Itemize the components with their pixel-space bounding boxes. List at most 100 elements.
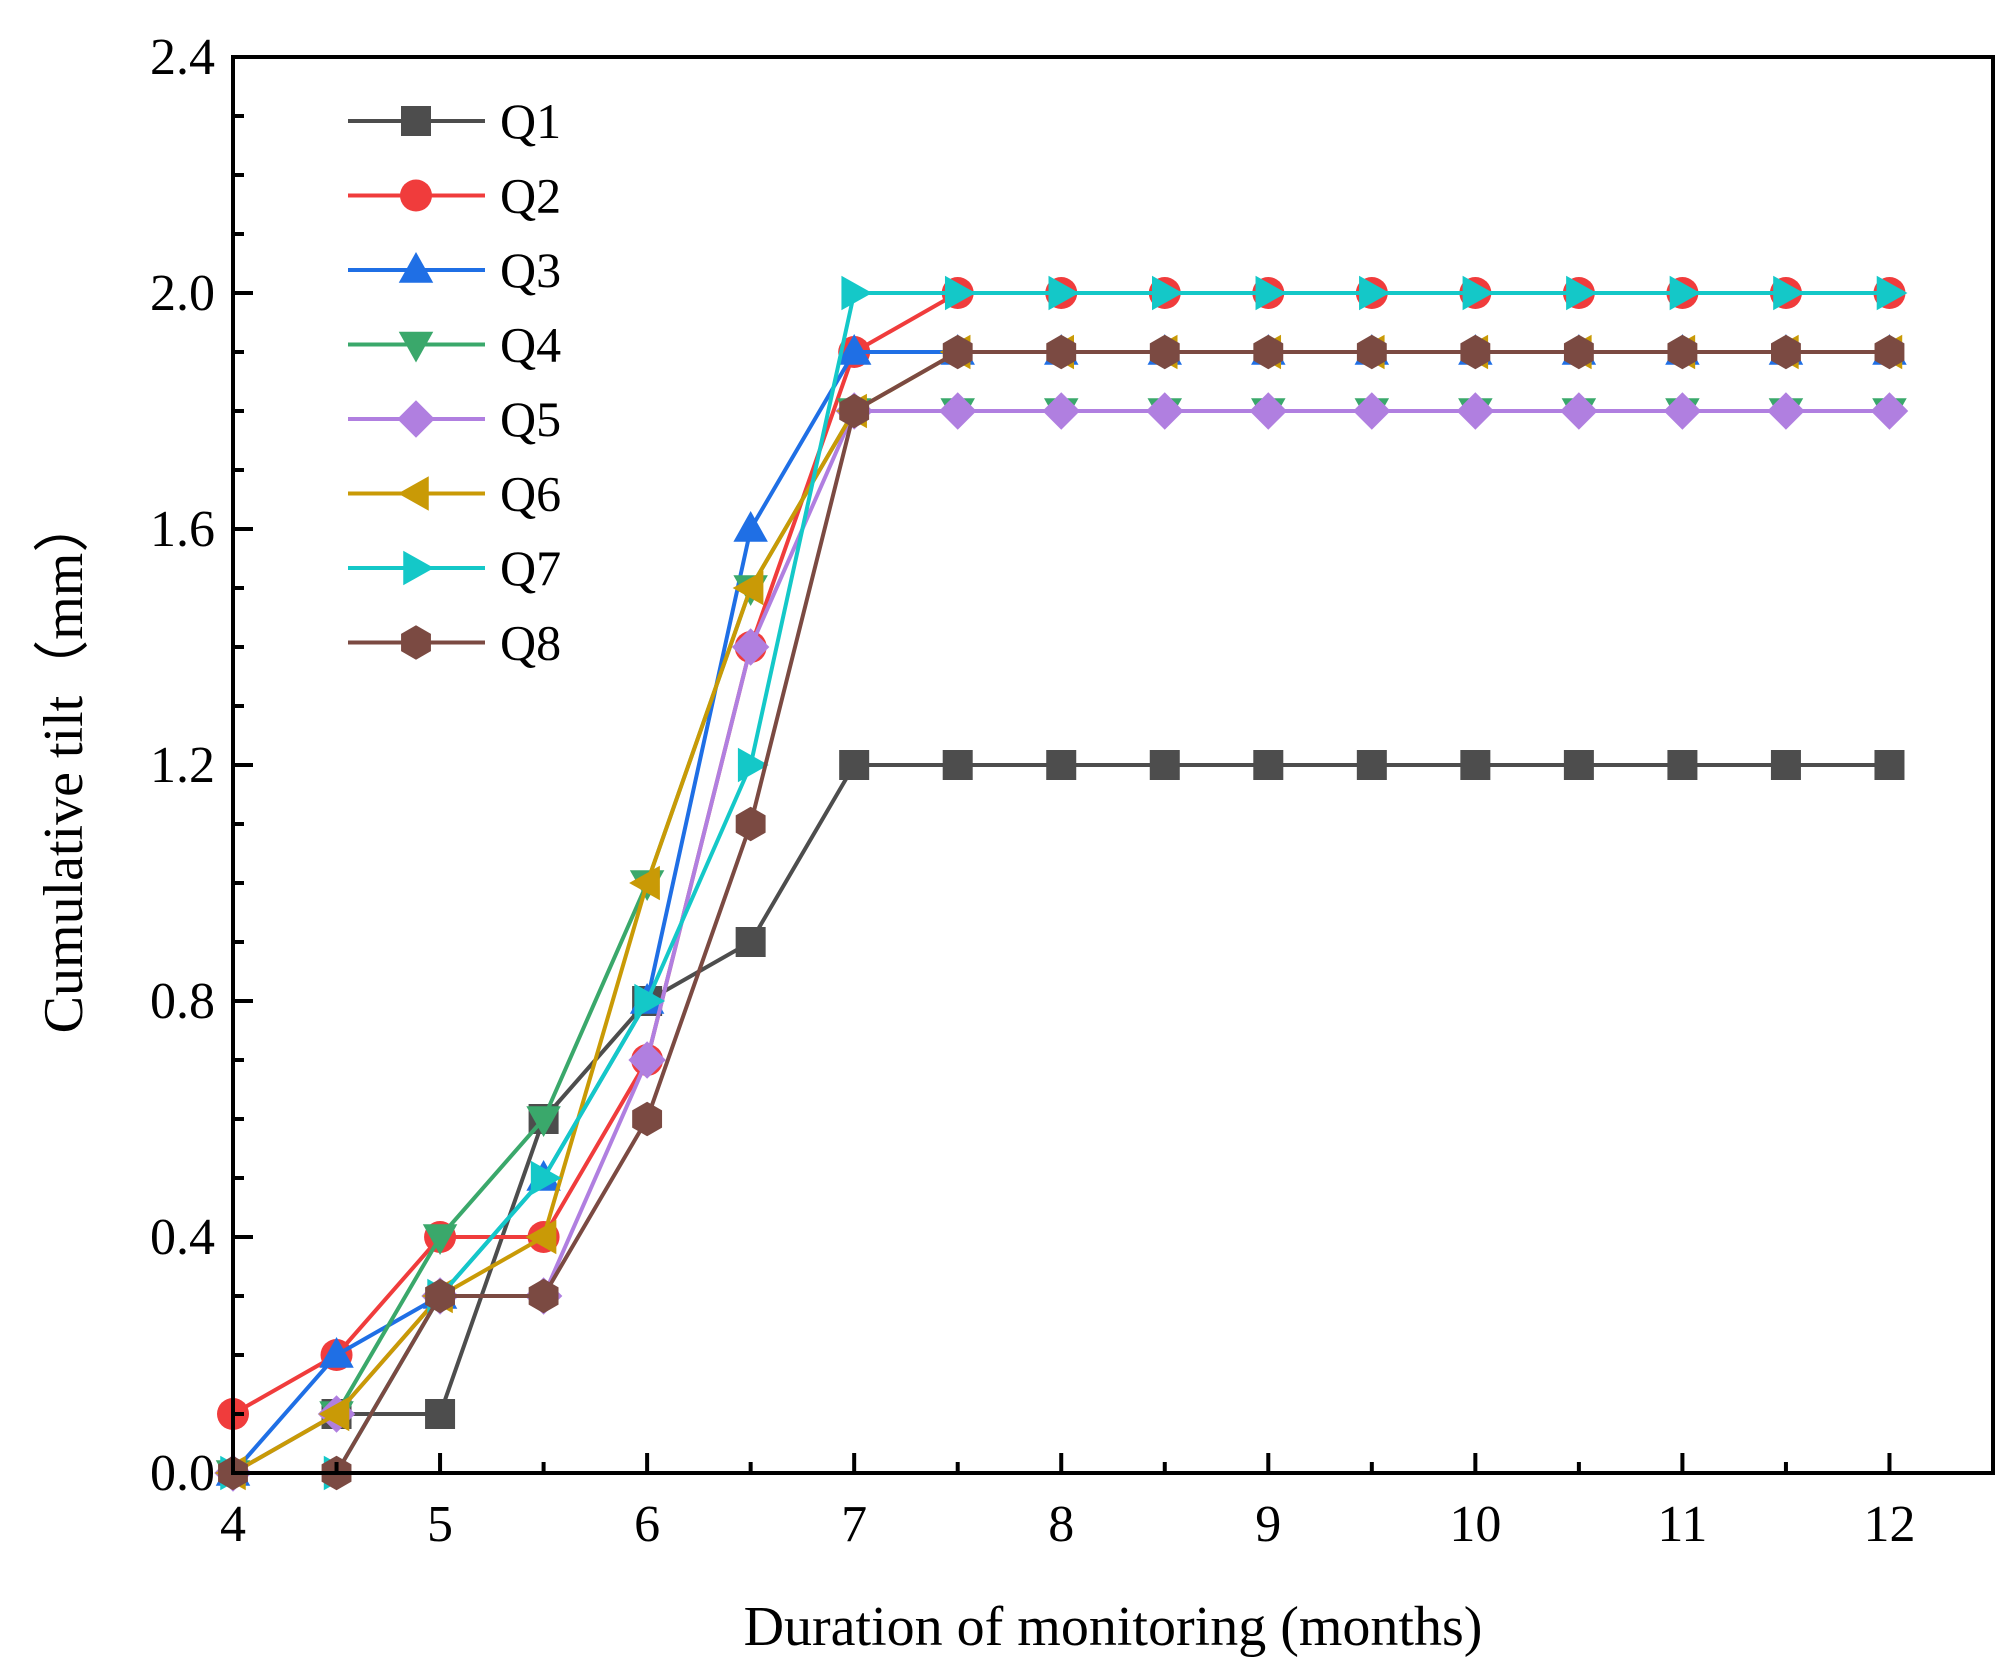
legend-item-q8: Q8 <box>348 615 561 671</box>
data-point-q7 <box>1876 275 1908 311</box>
x-tick-label: 8 <box>1048 1496 1074 1553</box>
data-point-q1 <box>942 750 973 780</box>
data-point-q7 <box>944 275 976 311</box>
legend-label: Q6 <box>500 466 561 522</box>
data-point-q5 <box>1042 392 1080 430</box>
series-line-q6 <box>232 350 1890 1475</box>
data-point-q8 <box>1563 334 1594 370</box>
data-point-q5 <box>1767 392 1805 430</box>
data-point-q7 <box>1669 275 1701 311</box>
legend-item-q4: Q4 <box>348 317 561 373</box>
x-tick-label: 10 <box>1449 1496 1501 1553</box>
series-line-q8 <box>233 350 1890 1475</box>
data-point-q5 <box>731 628 770 666</box>
legend-marker <box>401 106 431 136</box>
x-tick-label: 4 <box>220 1496 246 1553</box>
data-point-q1 <box>1874 750 1905 780</box>
data-point-q8 <box>942 334 973 370</box>
series-q6 <box>215 334 1903 1491</box>
legend-marker <box>400 179 432 212</box>
data-point-q7 <box>1566 275 1597 311</box>
series-q5 <box>214 392 1909 1492</box>
legend-marker <box>398 252 434 283</box>
x-tick-label: 5 <box>427 1496 453 1553</box>
x-tick-label: 7 <box>841 1496 867 1553</box>
data-point-q6 <box>732 570 764 606</box>
data-point-q1 <box>1149 750 1180 780</box>
y-axis-title: Cumulative tilt（mm） <box>33 497 95 1034</box>
data-point-q6 <box>318 1396 350 1432</box>
x-tick-label: 6 <box>634 1496 660 1553</box>
data-point-q3 <box>836 334 872 365</box>
y-tick-label: 0.0 <box>150 1445 215 1502</box>
data-point-q7 <box>737 747 769 783</box>
y-tick-label: 0.8 <box>150 973 215 1030</box>
data-point-q1 <box>1253 750 1284 780</box>
data-point-q5 <box>1663 392 1702 430</box>
series-q8 <box>218 334 1905 1491</box>
legend-item-q3: Q3 <box>348 242 561 298</box>
data-point-q8 <box>735 806 766 842</box>
data-point-q5 <box>1146 392 1184 430</box>
data-point-q8 <box>1771 334 1801 370</box>
x-axis-title: Duration of monitoring (months) <box>744 1596 1483 1658</box>
data-point-q1 <box>1563 750 1594 780</box>
data-point-q7 <box>1048 275 1080 311</box>
data-point-q5 <box>1456 392 1495 430</box>
data-point-q7 <box>1152 275 1183 311</box>
legend-item-q1: Q1 <box>348 93 561 149</box>
series-line-q4 <box>232 409 1890 1475</box>
data-point-q8 <box>1460 334 1491 370</box>
series-line-q5 <box>232 409 1890 1475</box>
data-point-q8 <box>632 1101 663 1137</box>
data-point-q8 <box>1356 334 1387 370</box>
data-point-q8 <box>1667 334 1698 370</box>
data-point-q3 <box>733 511 768 542</box>
data-point-q8 <box>425 1278 455 1314</box>
legend-marker <box>398 476 429 511</box>
x-tick-label: 9 <box>1255 1496 1281 1553</box>
data-point-q7 <box>1255 275 1287 311</box>
legend: Q1 Q2 Q3 Q4 Q5 Q6 Q7 Q8 <box>348 93 561 671</box>
data-point-q1 <box>1667 750 1698 780</box>
x-tick-label: 12 <box>1863 1496 1915 1553</box>
series-q7 <box>220 275 1908 1491</box>
y-tick-label: 1.6 <box>150 501 215 558</box>
series-q2 <box>217 277 1906 1430</box>
data-point-q5 <box>1870 392 1909 430</box>
legend-item-q2: Q2 <box>348 168 561 224</box>
legend-label: Q3 <box>500 242 561 298</box>
legend-item-q7: Q7 <box>348 540 561 596</box>
data-point-q7 <box>530 1160 562 1196</box>
data-point-q7 <box>841 275 873 311</box>
data-point-q8 <box>839 393 870 429</box>
legend-marker <box>401 625 431 660</box>
legend-marker <box>398 331 434 363</box>
legend-marker <box>403 550 434 586</box>
x-tick-label: 11 <box>1657 1496 1707 1553</box>
data-point-q8 <box>1874 334 1905 370</box>
data-point-q1 <box>1356 750 1387 780</box>
data-point-q5 <box>628 1041 666 1079</box>
data-point-q7 <box>1462 275 1494 311</box>
data-point-q7 <box>1773 275 1804 311</box>
series-line-q1 <box>336 763 1890 1416</box>
data-point-q1 <box>1770 750 1801 780</box>
legend-label: Q2 <box>500 168 561 224</box>
legend-label: Q7 <box>500 540 561 596</box>
data-point-q5 <box>938 392 977 430</box>
legend-label: Q4 <box>500 317 561 373</box>
y-tick-label: 1.2 <box>150 737 215 794</box>
series-line-q3 <box>231 350 1890 1475</box>
data-point-q1 <box>1046 750 1077 780</box>
legend-item-q5: Q5 <box>348 391 561 447</box>
series-q1 <box>321 750 1905 1429</box>
data-point-q6 <box>629 865 660 901</box>
data-point-q8 <box>1253 334 1284 370</box>
data-point-q5 <box>1353 392 1391 430</box>
data-point-q7 <box>634 983 666 1019</box>
series-q3 <box>215 334 1907 1486</box>
axis-layer: 4 5 6 7 8 9 10 11 12 0.0 0.4 0.8 1.2 1.6 2.0 2.4 <box>150 29 1995 1553</box>
legend-item-q6: Q6 <box>348 466 561 522</box>
